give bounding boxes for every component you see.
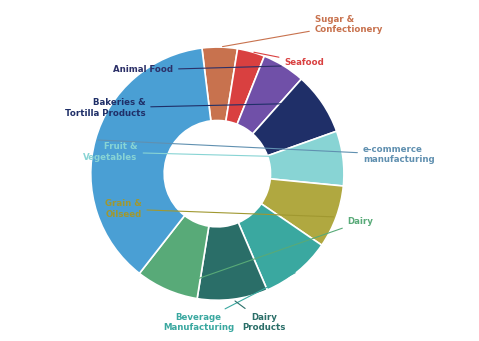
Text: Dairy
Products: Dairy Products (235, 301, 286, 332)
Text: Seafood: Seafood (254, 52, 324, 67)
Text: e-commerce
manufacturing: e-commerce manufacturing (98, 140, 434, 164)
Text: Sugar &
Confectionery: Sugar & Confectionery (223, 15, 383, 47)
Wedge shape (261, 179, 343, 245)
Text: Bakeries &
Tortilla Products: Bakeries & Tortilla Products (65, 98, 319, 118)
Text: Dairy: Dairy (169, 217, 374, 289)
Text: Beverage
Manufacturing: Beverage Manufacturing (163, 273, 295, 332)
Wedge shape (139, 216, 209, 299)
Wedge shape (197, 223, 267, 300)
Wedge shape (267, 131, 344, 186)
Wedge shape (238, 204, 322, 290)
Wedge shape (226, 49, 264, 124)
Wedge shape (252, 79, 337, 156)
Text: Fruit &
Vegetables: Fruit & Vegetables (83, 143, 340, 162)
Wedge shape (237, 56, 301, 134)
Text: Animal Food: Animal Food (113, 65, 281, 74)
Text: Grain &
Oilseed: Grain & Oilseed (104, 199, 333, 219)
Wedge shape (91, 48, 211, 273)
Wedge shape (202, 47, 238, 121)
